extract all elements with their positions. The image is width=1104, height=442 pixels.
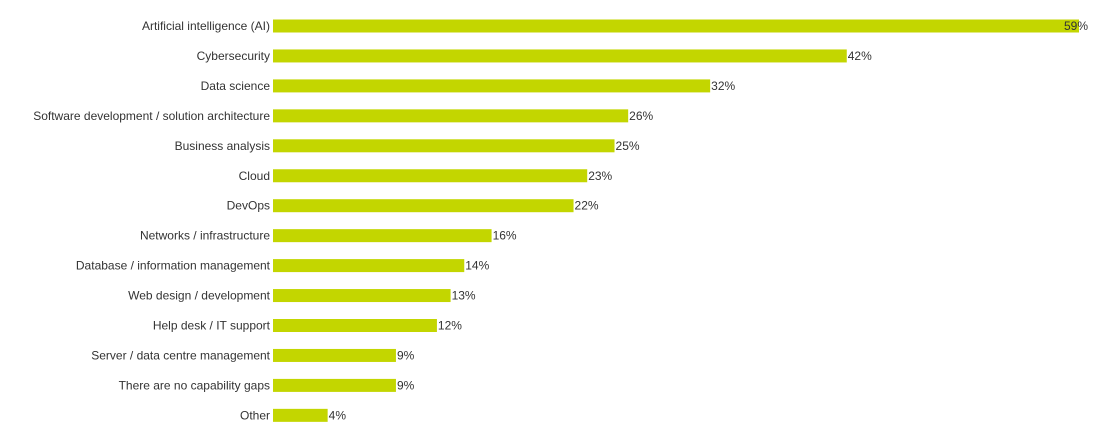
bar (273, 199, 574, 213)
value-label: 9% (397, 348, 415, 362)
bar (273, 139, 615, 153)
category-label: Web design / development (128, 289, 271, 303)
category-label: Business analysis (175, 139, 270, 153)
bar (273, 348, 396, 362)
value-label: 26% (629, 109, 653, 123)
bar (273, 319, 437, 332)
category-label: There are no capability gaps (119, 378, 270, 392)
value-label: 4% (329, 408, 347, 422)
bar (273, 169, 588, 183)
value-label: 9% (397, 378, 415, 392)
value-label: 32% (711, 79, 735, 93)
bars (273, 19, 1079, 422)
category-label: Database / information management (76, 259, 271, 273)
category-label: Server / data centre management (91, 348, 270, 362)
category-label: Cybersecurity (197, 49, 270, 63)
value-label: 14% (465, 259, 489, 273)
bar (273, 19, 1079, 33)
category-label: Data science (201, 79, 271, 93)
bar (273, 289, 451, 303)
value-label: 16% (493, 229, 517, 243)
value-label: 13% (452, 289, 476, 303)
category-label: Networks / infrastructure (140, 229, 270, 243)
bar (273, 109, 629, 123)
bar (273, 408, 328, 422)
category-label: Other (240, 408, 270, 422)
bar (273, 259, 465, 273)
category-label: Cloud (239, 169, 270, 183)
category-label: Artificial intelligence (AI) (142, 19, 270, 33)
value-label: 59% (1064, 19, 1088, 33)
category-label: Help desk / IT support (153, 319, 271, 333)
bar (273, 229, 492, 243)
bar (273, 49, 847, 63)
bar (273, 378, 396, 392)
category-label: DevOps (227, 199, 270, 213)
value-labels: 59% 42% 32% 26% 25% 23% 22% 16% 14% 13% 12% 9% 9% 4% (329, 19, 1089, 422)
value-label: 23% (588, 169, 612, 183)
value-label: 22% (575, 199, 599, 213)
value-label: 12% (438, 319, 462, 333)
bar (273, 79, 711, 93)
category-labels: Artificial intelligence (AI) Cybersecurit… (33, 19, 270, 422)
value-label: 25% (616, 139, 640, 153)
category-label: Software development / solution architec… (33, 109, 270, 123)
value-label: 42% (848, 49, 872, 63)
